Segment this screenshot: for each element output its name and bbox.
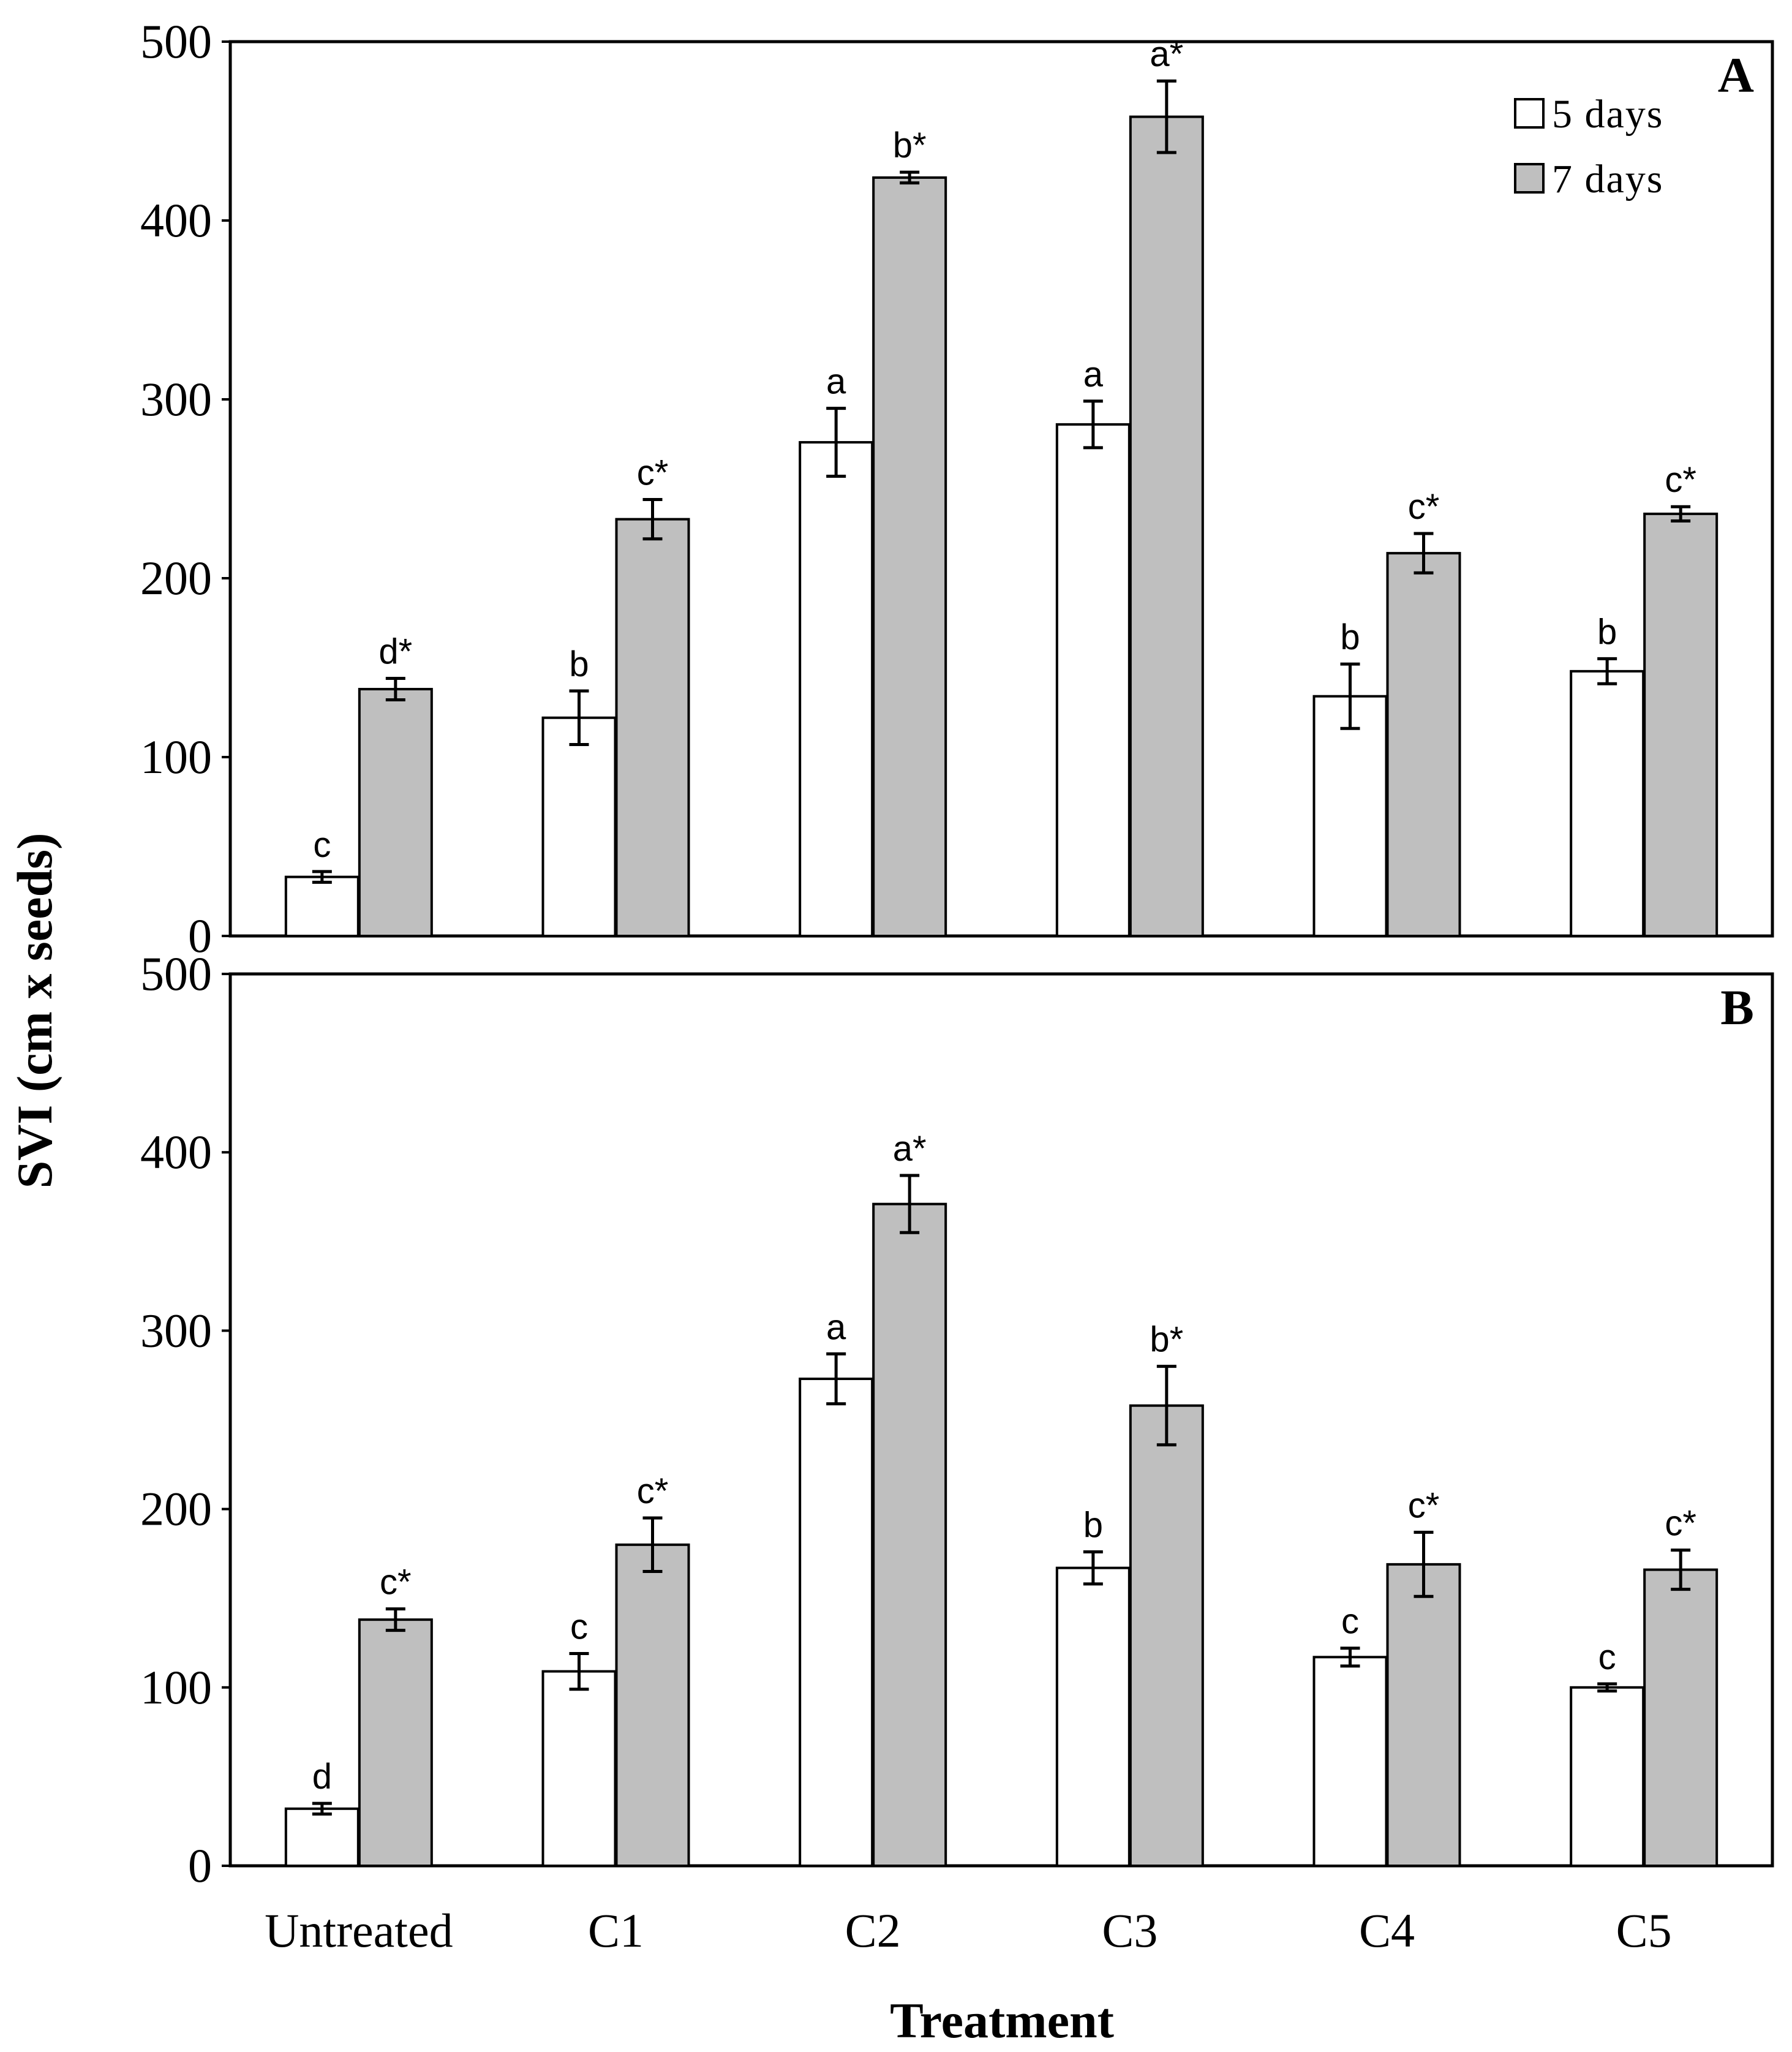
x-axis-tick-labels: Untreated C1 C2 C3 C4 C5: [265, 1904, 1672, 1957]
y-tick-label: 200: [140, 1482, 212, 1536]
y-tick-label: 300: [140, 372, 212, 426]
bar: [1312, 695, 1388, 937]
bar: [1129, 115, 1204, 937]
bar: [1643, 512, 1719, 937]
y-tick-label: 200: [140, 551, 212, 605]
bar: [799, 441, 874, 937]
significance-label: c*: [637, 1471, 669, 1511]
panel-a: 0 100 200 300 400 500 c d* b c* a b* a a* b c* b c* A 5 day…: [140, 15, 1774, 962]
x-tick-label: Untreated: [265, 1904, 453, 1957]
significance-label: d: [312, 1757, 332, 1797]
y-tick-label: 400: [140, 1125, 212, 1179]
bar: [1055, 1566, 1131, 1868]
significance-label: b: [1083, 1505, 1103, 1545]
legend-label: 5 days: [1552, 92, 1663, 137]
y-tick-label: 0: [188, 909, 212, 962]
significance-label: a: [826, 1307, 846, 1347]
y-tick-label: 300: [140, 1303, 212, 1357]
y-tick-label: 500: [140, 947, 212, 1000]
significance-label: d*: [378, 632, 412, 672]
panel-b: 0 100 200 300 400 500 d c* c c* a a* b b* c c* c c* B: [140, 947, 1774, 1892]
legend-swatch: [1514, 163, 1545, 194]
significance-label: c: [313, 825, 331, 865]
bar: [284, 875, 360, 938]
significance-label: a*: [1150, 34, 1183, 74]
significance-label: b*: [893, 126, 927, 165]
x-tick-label: C1: [588, 1904, 644, 1957]
bar: [541, 1670, 617, 1868]
significance-label: c*: [1408, 487, 1440, 527]
y-axis-title: SVI (cm x seeds): [7, 833, 62, 1189]
plot-area-frame: [228, 40, 1774, 938]
significance-label: a: [1083, 355, 1104, 394]
bar: [872, 176, 947, 937]
legend-label: 7 days: [1552, 157, 1663, 202]
y-tick-label: 100: [140, 1661, 212, 1714]
x-tick-label: C5: [1616, 1904, 1672, 1957]
bar: [1386, 552, 1461, 937]
y-tick-label: 0: [188, 1839, 212, 1892]
significance-label: c*: [1665, 460, 1696, 500]
bar: [1570, 1686, 1645, 1868]
significance-label: c: [570, 1607, 588, 1647]
bar: [615, 1543, 690, 1868]
bar: [358, 1618, 433, 1868]
plot-area-frame: [228, 972, 1774, 1868]
bar: [1312, 1656, 1388, 1867]
significance-label: b: [1340, 617, 1360, 657]
bar: [799, 1378, 874, 1867]
significance-label: c: [1341, 1602, 1359, 1642]
y-tick-label: 100: [140, 730, 212, 783]
significance-label: c*: [637, 453, 669, 493]
bar: [1055, 423, 1131, 937]
y-tick-label: 500: [140, 15, 212, 68]
bar: [284, 1807, 360, 1867]
bar: [615, 518, 690, 937]
x-axis-title: Treatment: [890, 1993, 1114, 2048]
bar: [1129, 1404, 1204, 1868]
significance-label: a*: [893, 1129, 927, 1169]
bar: [1643, 1568, 1719, 1867]
significance-label: c*: [380, 1563, 412, 1602]
panel-label: A: [1718, 47, 1754, 103]
legend-swatch: [1514, 98, 1545, 129]
bar: [358, 688, 433, 938]
panel-label: B: [1720, 979, 1754, 1035]
significance-label: b: [1597, 612, 1617, 652]
significance-label: c: [1598, 1637, 1616, 1677]
bar: [1386, 1563, 1461, 1868]
x-tick-label: C2: [845, 1904, 901, 1957]
bar: [1570, 670, 1645, 937]
y-tick-label: 400: [140, 194, 212, 247]
x-tick-label: C4: [1359, 1904, 1415, 1957]
significance-label: a: [826, 362, 846, 402]
significance-label: c*: [1408, 1485, 1440, 1525]
bar: [541, 716, 617, 937]
significance-label: b: [569, 644, 589, 684]
significance-label: c*: [1665, 1504, 1696, 1544]
significance-label: b*: [1150, 1320, 1183, 1360]
x-tick-label: C3: [1102, 1904, 1158, 1957]
bar: [872, 1202, 947, 1867]
